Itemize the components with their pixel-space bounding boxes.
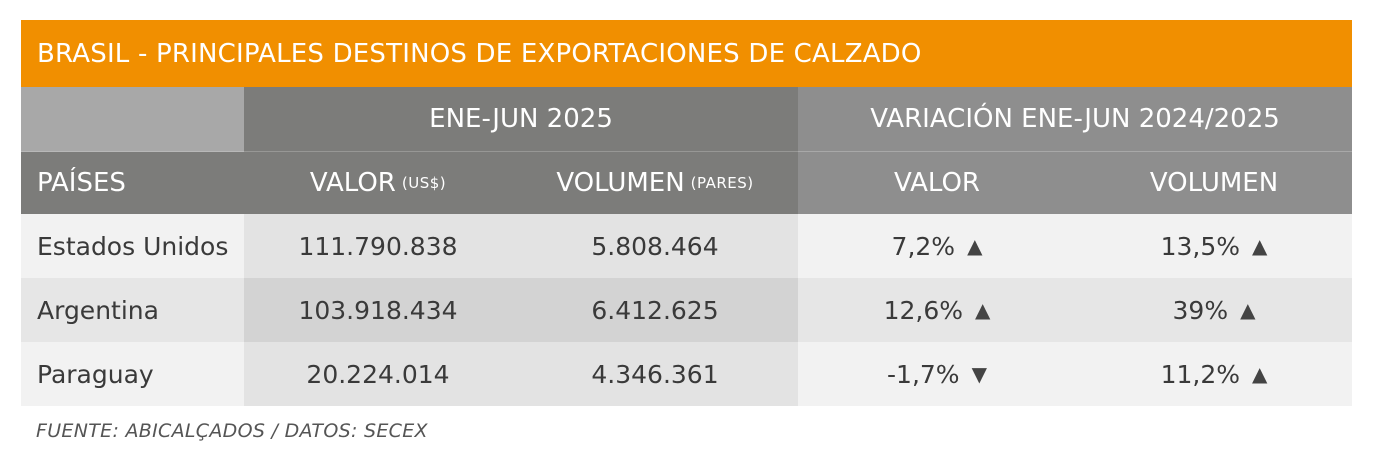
column-header-row: PAÍSES VALOR (US$) VOLUMEN (PARES) VALOR… xyxy=(21,152,1352,214)
column-header-value: VALOR (US$) xyxy=(244,152,512,214)
exports-table: BRASIL - PRINCIPALES DESTINOS DE EXPORTA… xyxy=(21,20,1352,406)
up-arrow-icon: ▲ xyxy=(975,298,991,322)
group-header-period: ENE-JUN 2025 xyxy=(244,87,798,151)
up-arrow-icon: ▲ xyxy=(1252,362,1268,386)
source-note: FUENTE: ABICALÇADOS / DATOS: SECEX xyxy=(36,420,428,442)
var-volume-cell: 39% ▲ xyxy=(1076,278,1352,342)
var-value-text: 7,2% xyxy=(891,231,956,261)
column-header-value-unit: (US$) xyxy=(401,174,447,192)
var-value-text: 12,6% xyxy=(883,295,964,325)
group-header-variation: VARIACIÓN ENE-JUN 2024/2025 xyxy=(798,87,1352,151)
column-header-volume-label: VOLUMEN xyxy=(556,168,685,198)
var-volume-cell: 11,2% ▲ xyxy=(1076,342,1352,406)
value-cell: 103.918.434 xyxy=(244,278,512,342)
var-volume-text: 13,5% xyxy=(1160,231,1241,261)
column-header-var-value: VALOR xyxy=(798,152,1076,214)
var-value-cell: 7,2% ▲ xyxy=(798,214,1076,278)
volume-cell: 4.346.361 xyxy=(512,342,798,406)
table-title: BRASIL - PRINCIPALES DESTINOS DE EXPORTA… xyxy=(21,20,1352,87)
table-row: Argentina 103.918.434 6.412.625 12,6% ▲ … xyxy=(21,278,1352,342)
volume-cell: 5.808.464 xyxy=(512,214,798,278)
country-cell: Paraguay xyxy=(21,342,244,406)
var-value-cell: 12,6% ▲ xyxy=(798,278,1076,342)
volume-cell: 6.412.625 xyxy=(512,278,798,342)
group-header-empty xyxy=(21,87,244,151)
table-row: Paraguay 20.224.014 4.346.361 -1,7% ▼ 11… xyxy=(21,342,1352,406)
country-cell: Estados Unidos xyxy=(21,214,244,278)
var-value-cell: -1,7% ▼ xyxy=(798,342,1076,406)
group-header-row: ENE-JUN 2025 VARIACIÓN ENE-JUN 2024/2025 xyxy=(21,87,1352,151)
up-arrow-icon: ▲ xyxy=(1252,234,1268,258)
down-arrow-icon: ▼ xyxy=(971,362,987,386)
header-divider xyxy=(21,151,1352,152)
up-arrow-icon: ▲ xyxy=(967,234,983,258)
table-row: Estados Unidos 111.790.838 5.808.464 7,2… xyxy=(21,214,1352,278)
column-header-volume: VOLUMEN (PARES) xyxy=(512,152,798,214)
var-volume-text: 11,2% xyxy=(1160,359,1241,389)
country-cell: Argentina xyxy=(21,278,244,342)
var-value-text: -1,7% xyxy=(887,359,960,389)
up-arrow-icon: ▲ xyxy=(1240,298,1256,322)
column-header-value-label: VALOR xyxy=(309,168,396,198)
var-volume-text: 39% xyxy=(1172,295,1229,325)
value-cell: 111.790.838 xyxy=(244,214,512,278)
column-header-var-volume: VOLUMEN xyxy=(1076,152,1352,214)
column-header-volume-unit: (PARES) xyxy=(690,174,754,192)
var-volume-cell: 13,5% ▲ xyxy=(1076,214,1352,278)
value-cell: 20.224.014 xyxy=(244,342,512,406)
column-header-country: PAÍSES xyxy=(21,152,244,214)
